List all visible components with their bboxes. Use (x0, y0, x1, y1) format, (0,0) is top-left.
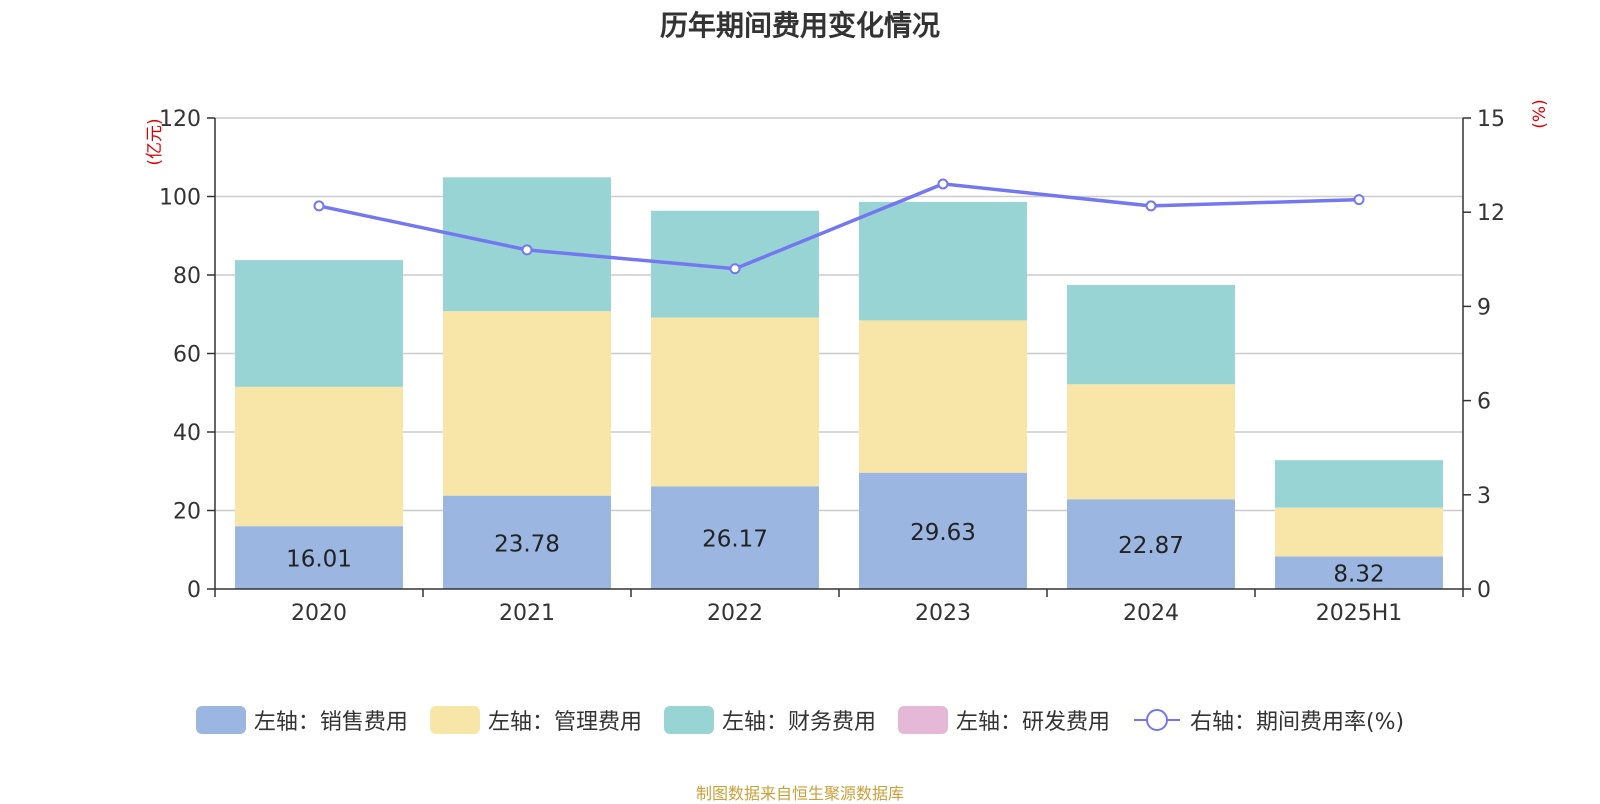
bar-sales (651, 486, 819, 589)
bar-admin (443, 311, 611, 496)
legend-label: 左轴：财务费用 (721, 710, 876, 735)
bar-admin (651, 317, 819, 487)
bar-value-label: 22.87 (1118, 533, 1184, 559)
left-tick-label: 100 (159, 186, 201, 211)
chart-area: 0 20 40 60 80 100 120 0 3 6 9 12 15 (亿元) (%) 2020 2021 20… (145, 99, 1550, 626)
legend-swatch (195, 706, 246, 734)
bar-sales (235, 526, 403, 589)
axes: 0 20 40 60 80 100 120 0 3 6 9 12 15 (亿元) (%) 2020 2021 20… (145, 99, 1550, 626)
legend-swatch (897, 706, 948, 734)
bar-finance (1275, 460, 1443, 508)
left-axis-unit: (亿元) (145, 118, 165, 165)
legend-item[interactable]: 左轴：研发费用 (897, 704, 1110, 736)
bar-value-label: 16.01 (286, 547, 352, 573)
legend-item[interactable]: 左轴：财务费用 (663, 704, 876, 736)
bar-sales (1275, 556, 1443, 589)
bar-value-label: 8.32 (1333, 562, 1384, 588)
legend-label: 右轴：期间费用率(%) (1189, 710, 1405, 735)
bar-admin (235, 386, 403, 527)
legend-item[interactable]: 左轴：管理费用 (429, 704, 642, 736)
left-tick-label: 120 (159, 107, 201, 132)
bar-admin (1067, 384, 1235, 500)
rate-line-path (318, 182, 1360, 271)
legend-label: 左轴：研发费用 (955, 710, 1110, 735)
bar-admin (859, 320, 1027, 473)
legend-line-marker (1133, 709, 1180, 731)
right-tick-label: 12 (1477, 201, 1505, 226)
bar-finance (859, 201, 1027, 321)
right-tick-label: 15 (1477, 107, 1505, 132)
bar-sales (1067, 499, 1235, 589)
bars (235, 177, 1443, 589)
legend-swatch (429, 706, 480, 734)
rate-point (1145, 200, 1157, 212)
legend-swatch (663, 706, 714, 734)
chart-title: 历年期间费用变化情况 (659, 9, 940, 42)
x-tick-label: 2020 (291, 601, 347, 626)
left-tick-label: 0 (187, 578, 201, 603)
legend-item[interactable]: 左轴：销售费用 (195, 704, 408, 736)
x-tick-label: 2022 (707, 601, 763, 626)
grid-lines (215, 117, 1463, 512)
left-tick-label: 40 (173, 421, 201, 446)
bar-value-label: 29.63 (910, 520, 976, 546)
rate-point (729, 263, 741, 275)
legend-label: 左轴：销售费用 (253, 710, 408, 735)
right-tick-label: 6 (1477, 390, 1491, 415)
rate-point (521, 244, 533, 256)
x-tick-label: 2025H1 (1316, 601, 1403, 626)
legend-item[interactable]: 右轴：期间费用率(%) (1132, 704, 1404, 736)
rate-line (313, 178, 1365, 275)
bar-finance (235, 260, 403, 387)
right-tick-label: 0 (1477, 578, 1491, 603)
bar-sales (859, 472, 1027, 589)
left-tick-label: 80 (173, 264, 201, 289)
legend-label: 左轴：管理费用 (487, 710, 642, 735)
x-tick-label: 2021 (499, 601, 555, 626)
data-labels: 16.01 23.78 26.17 29.63 22.87 8.32 (286, 520, 1385, 588)
rate-point (937, 178, 949, 190)
bar-admin (1275, 507, 1443, 557)
bar-finance (443, 177, 611, 312)
left-tick-label: 20 (173, 500, 201, 525)
bar-finance (1067, 284, 1235, 385)
rate-point (1353, 194, 1365, 206)
left-tick-label: 60 (173, 343, 201, 368)
bar-value-label: 23.78 (494, 531, 560, 557)
right-tick-label: 3 (1477, 484, 1491, 509)
source-note: 制图数据来自恒生聚源数据库 (695, 784, 904, 803)
bar-sales (443, 495, 611, 589)
bar-value-label: 26.17 (702, 527, 768, 553)
right-axis-unit: (%) (1530, 99, 1550, 128)
x-tick-label: 2024 (1123, 601, 1179, 626)
x-tick-label: 2023 (915, 601, 971, 626)
rate-point (313, 200, 325, 212)
legend: 左轴：销售费用 左轴：管理费用 左轴：财务费用 左轴：研发费用 右轴：期间费用率(%) (0, 704, 1600, 736)
right-tick-label: 9 (1477, 295, 1491, 320)
